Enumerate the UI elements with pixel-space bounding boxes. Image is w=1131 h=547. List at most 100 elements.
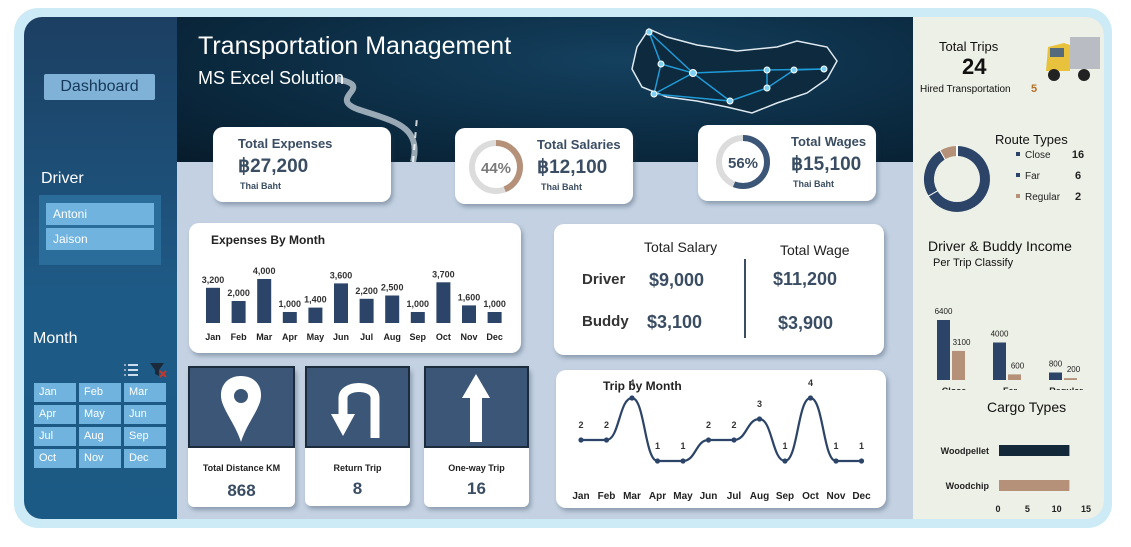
- buddy-salary: $3,100: [647, 312, 703, 332]
- wages-percent-ring: 56%: [716, 135, 770, 189]
- data-label: 4: [629, 378, 634, 388]
- data-label: 2: [604, 420, 609, 430]
- row-label-buddy: Buddy: [582, 313, 629, 330]
- data-point: [578, 437, 584, 443]
- data-point: [833, 458, 839, 464]
- x-tick-label: May: [307, 332, 325, 342]
- data-label: 200: [1067, 365, 1081, 374]
- x-tick-label: 5: [1025, 504, 1030, 512]
- tile-icon-box: [424, 366, 529, 448]
- x-tick-label: Sep: [410, 332, 427, 342]
- chart-title: Expenses By Month: [211, 233, 326, 247]
- bar: [487, 312, 502, 323]
- trip-by-month-card: Trip by Month 2 Jan 2 Feb 4 Mar 1 Apr 1 May 2 Jun 2 J…: [556, 370, 886, 508]
- data-label: 1,600: [458, 292, 481, 302]
- total-distance-tile: Total Distance KM 868: [188, 366, 295, 507]
- month-item-mar[interactable]: Mar: [124, 383, 166, 402]
- data-label: 6400: [935, 307, 953, 316]
- data-label: 1,400: [304, 295, 327, 305]
- page-subtitle: MS Excel Solution: [198, 68, 345, 88]
- month-item-jun[interactable]: Jun: [124, 405, 166, 424]
- chart-title: Trip by Month: [603, 379, 682, 393]
- x-tick-label: 15: [1081, 504, 1091, 512]
- data-point: [807, 395, 814, 401]
- location-pin-icon: [220, 376, 262, 442]
- tile-icon-box: [305, 366, 410, 448]
- slice: [940, 146, 958, 160]
- driver-item-jaison[interactable]: Jaison: [46, 228, 154, 250]
- buddy-wage: $3,900: [778, 313, 834, 333]
- month-item-jan[interactable]: Jan: [34, 383, 76, 402]
- total-trips-label: Total Trips: [939, 39, 999, 54]
- cargo-bar-chart: Woodpellet Woodchip 0 5 10 15: [941, 445, 1091, 512]
- table-divider: [744, 259, 746, 338]
- data-label: 1,000: [483, 299, 506, 309]
- month-item-nov[interactable]: Nov: [79, 449, 121, 468]
- data-label: 4: [808, 378, 813, 388]
- multi-select-icon[interactable]: [124, 364, 138, 376]
- x-tick-label: Regular: [1049, 386, 1083, 390]
- month-item-sep[interactable]: Sep: [124, 427, 166, 446]
- x-tick-label: Apr: [282, 332, 298, 342]
- x-tick-label: Far: [1003, 386, 1018, 390]
- dashboard-button[interactable]: Dashboard: [44, 74, 155, 100]
- clear-filter-icon[interactable]: [150, 363, 167, 378]
- driver-item-antoni[interactable]: Antoni: [46, 203, 154, 225]
- one-way-trip-tile: One-way Trip 16: [424, 366, 529, 507]
- month-item-feb[interactable]: Feb: [79, 383, 121, 402]
- x-tick-label: Aug: [383, 332, 401, 342]
- data-label: 1: [655, 441, 660, 451]
- x-tick-label: Nov: [827, 491, 846, 502]
- truck-icon: [1046, 37, 1100, 81]
- month-item-apr[interactable]: Apr: [34, 405, 76, 424]
- ring-label: 44%: [481, 160, 511, 177]
- bar: [231, 301, 246, 323]
- month-item-oct[interactable]: Oct: [34, 449, 76, 468]
- month-item-may[interactable]: May: [79, 405, 121, 424]
- month-item-aug[interactable]: Aug: [79, 427, 121, 446]
- tile-label: Return Trip: [333, 463, 382, 473]
- bar: [937, 320, 950, 380]
- dashboard: Dashboard Driver Antoni Jaison Month Jan: [24, 17, 1104, 519]
- bar: [1064, 378, 1077, 380]
- data-label: 3,700: [432, 269, 455, 279]
- arrow-up-icon: [462, 374, 490, 442]
- data-point: [858, 458, 865, 464]
- bar: [359, 298, 374, 323]
- data-label: 3100: [953, 338, 971, 347]
- data-point: [680, 458, 686, 464]
- bar: [952, 350, 965, 380]
- expenses-bar-chart: 3,200 Jan 2,000 Feb 4,000 Mar 1,000 Apr 1,400 May…: [202, 266, 506, 342]
- bar: [993, 342, 1006, 380]
- u-turn-icon: [331, 383, 380, 438]
- slicer-controls: [124, 362, 168, 378]
- driver-slicer: Antoni Jaison: [39, 195, 161, 265]
- bar: [462, 305, 476, 323]
- data-label: 3,200: [202, 275, 225, 285]
- bar: [436, 282, 451, 323]
- kpi-label: Total Salaries: [537, 137, 621, 152]
- x-tick-label: May: [673, 491, 693, 502]
- col-total-salary: Total Salary: [644, 239, 718, 255]
- bar: [1008, 374, 1021, 380]
- trip-line-chart: 2 Jan 2 Feb 4 Mar 1 Apr 1 May 2 Jun 2 Jul 3 Aug 1 Sep 4 Oct…: [572, 378, 871, 502]
- x-tick-label: Close: [942, 386, 967, 390]
- data-label: 2,000: [227, 288, 250, 298]
- kpi-value: ฿15,100: [791, 154, 862, 175]
- data-label: 1: [782, 441, 787, 451]
- month-item-jul[interactable]: Jul: [34, 427, 76, 446]
- salary-wage-table-card: Total Salary Total Wage Driver $9,000 $1…: [554, 224, 884, 355]
- month-filter-title: Month: [33, 330, 78, 347]
- total-wages-card: 56% Total Wages ฿15,100 Thai Baht: [698, 125, 876, 201]
- x-tick-label: Nov: [460, 332, 477, 342]
- data-label: 3,600: [330, 270, 353, 280]
- return-trip-tile: Return Trip 8: [305, 366, 410, 506]
- tile-value: 8: [352, 479, 363, 498]
- road-illustration: [336, 76, 418, 162]
- page-title: Transportation Management: [198, 32, 512, 60]
- month-item-dec[interactable]: Dec: [124, 449, 166, 468]
- x-tick-label: Jun: [700, 491, 718, 502]
- data-label: 2,200: [355, 286, 378, 296]
- kpi-unit: Thai Baht: [793, 179, 835, 189]
- x-tick-label: 10: [1052, 504, 1062, 512]
